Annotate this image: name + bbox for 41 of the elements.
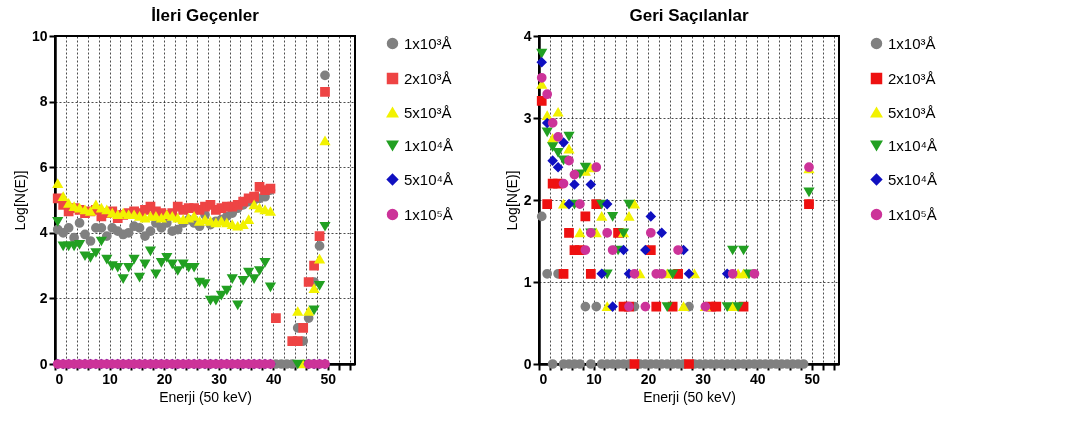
legend-label: 5x10³Å bbox=[404, 103, 452, 121]
x-tick-label: 30 bbox=[695, 370, 712, 387]
legend-label: 5x10⁴Å bbox=[404, 170, 453, 188]
x-tick-label: 30 bbox=[211, 370, 228, 387]
x-tick-label: 0 bbox=[55, 370, 64, 387]
x-axis-title: Enerji (50 keV) bbox=[159, 388, 252, 405]
x-tick-label: 0 bbox=[539, 370, 548, 387]
x-tick-label: 50 bbox=[804, 370, 821, 387]
y-tick-label: 2 bbox=[39, 289, 48, 306]
y-tick-label: 8 bbox=[39, 93, 48, 110]
x-tick-label: 20 bbox=[640, 370, 657, 387]
chart-title: İleri Geçenler bbox=[151, 6, 260, 25]
y-axis-title: Log[N(E)] bbox=[11, 170, 28, 231]
legend-label: 1x10⁵Å bbox=[888, 205, 937, 223]
x-tick-label: 10 bbox=[102, 370, 119, 387]
y-tick-label: 1 bbox=[523, 273, 532, 290]
y-tick-label: 0 bbox=[39, 355, 48, 372]
legend-label: 2x10³Å bbox=[404, 69, 452, 87]
y-tick-label: 4 bbox=[523, 27, 532, 44]
x-axis-title: Enerji (50 keV) bbox=[643, 388, 736, 405]
y-tick-label: 4 bbox=[39, 224, 48, 241]
legend-label: 1x10³Å bbox=[888, 34, 936, 52]
y-tick-label: 3 bbox=[523, 109, 532, 126]
legend-label: 1x10³Å bbox=[404, 34, 452, 52]
y-tick-label: 0 bbox=[523, 355, 532, 372]
y-tick-label: 10 bbox=[31, 27, 48, 44]
legend-label: 1x10⁵Å bbox=[404, 205, 453, 223]
x-tick-label: 40 bbox=[265, 370, 282, 387]
chart-title: Geri Saçılanlar bbox=[629, 6, 749, 25]
x-tick-label: 50 bbox=[320, 370, 337, 387]
y-tick-label: 6 bbox=[39, 158, 48, 175]
x-tick-label: 10 bbox=[586, 370, 603, 387]
legend-label: 5x10³Å bbox=[888, 103, 936, 121]
y-axis-title: Log[N(E)] bbox=[503, 170, 520, 231]
x-tick-label: 20 bbox=[156, 370, 173, 387]
legend-label: 2x10³Å bbox=[888, 69, 936, 87]
x-tick-label: 40 bbox=[749, 370, 766, 387]
legend-label: 1x10⁴Å bbox=[888, 136, 937, 154]
legend-label: 5x10⁴Å bbox=[888, 170, 937, 188]
y-tick-label: 2 bbox=[523, 191, 532, 208]
legend-label: 1x10⁴Å bbox=[404, 136, 453, 154]
